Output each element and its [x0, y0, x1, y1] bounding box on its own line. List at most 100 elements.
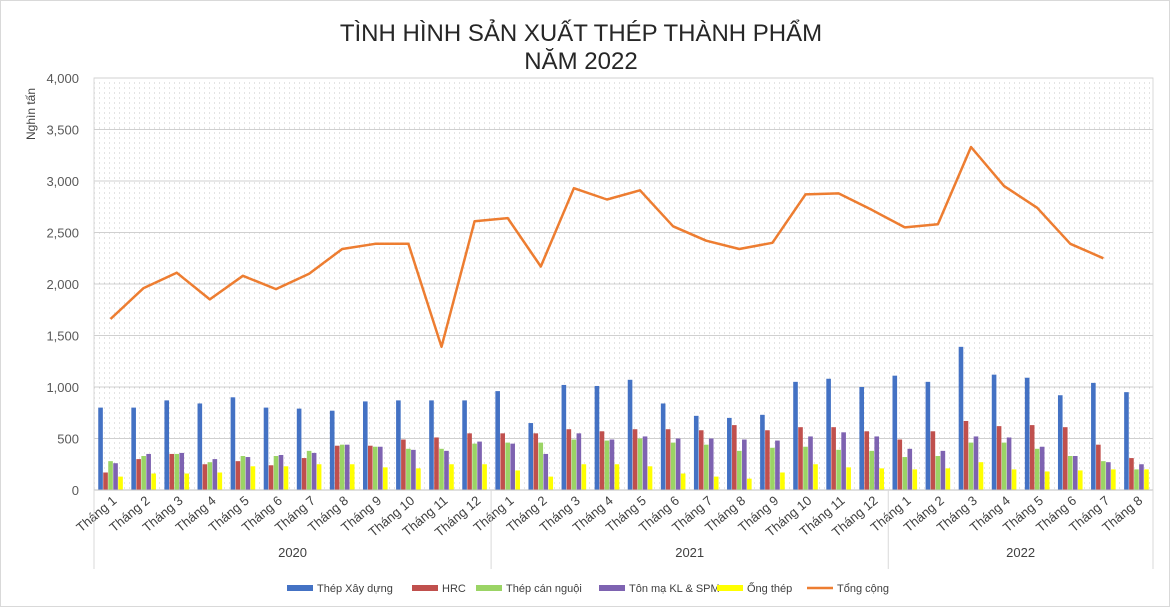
bar	[892, 375, 898, 490]
bar	[1067, 456, 1073, 490]
chart-title: TÌNH HÌNH SẢN XUẤT THÉP THÀNH PHẨM	[340, 18, 822, 47]
bar	[599, 431, 605, 490]
bar	[396, 400, 401, 490]
bar	[477, 441, 482, 490]
bar	[925, 381, 931, 490]
legend-label: Thép Xây dựng	[317, 583, 393, 595]
bar	[780, 472, 785, 490]
bar	[296, 408, 302, 490]
bar	[515, 470, 520, 490]
bar	[836, 449, 841, 490]
bar	[614, 464, 620, 490]
bar	[826, 378, 831, 490]
legend: Thép Xây dựng HRC Thép cán nguội Tôn mạ KL …	[287, 581, 889, 595]
bar	[538, 442, 544, 490]
bar	[632, 429, 638, 490]
legend-label: Thép cán nguội	[506, 583, 582, 595]
bar	[230, 397, 236, 490]
bar	[1044, 471, 1050, 490]
bar	[500, 433, 505, 490]
y-axis-label: Nghìn tấn	[24, 88, 38, 140]
y-tick-label: 4,000	[46, 71, 79, 86]
bar	[732, 425, 737, 490]
bar	[693, 415, 699, 490]
bar	[879, 468, 885, 490]
bar	[808, 436, 813, 490]
bar	[1057, 395, 1063, 490]
bar	[429, 400, 434, 490]
bar	[963, 420, 969, 490]
bar	[349, 464, 355, 490]
y-tick-label: 2,500	[46, 226, 79, 241]
legend-swatch	[476, 585, 502, 591]
bar	[813, 464, 818, 490]
bar	[594, 385, 600, 490]
bar	[103, 472, 108, 490]
bar	[841, 432, 846, 490]
chart-subtitle: NĂM 2022	[524, 48, 637, 75]
bar	[1101, 461, 1106, 490]
legend-label: HRC	[442, 583, 466, 595]
bar	[278, 454, 284, 490]
bar	[268, 465, 274, 490]
bar	[449, 464, 454, 490]
bar	[136, 459, 141, 490]
bar	[212, 459, 218, 490]
bar	[1006, 437, 1012, 490]
bar	[897, 439, 903, 490]
bar	[770, 447, 775, 490]
bar	[581, 464, 587, 490]
bar	[1039, 446, 1045, 490]
bar	[377, 446, 383, 490]
bar	[907, 448, 913, 490]
y-tick-label: 2,000	[46, 277, 79, 292]
bar	[561, 384, 567, 490]
bar	[968, 442, 974, 490]
legend-label: Tôn mạ KL & SPM	[629, 583, 720, 595]
bar	[864, 431, 870, 490]
bar	[146, 453, 151, 490]
bar	[141, 456, 146, 490]
bar	[207, 462, 213, 490]
bar	[935, 456, 941, 490]
bar	[367, 445, 373, 490]
bar	[609, 439, 615, 490]
y-tick-label: 3,000	[46, 174, 79, 189]
bar	[1111, 469, 1116, 490]
bar	[273, 456, 279, 490]
y-tick-label: 0	[72, 483, 79, 498]
bar-marks	[98, 346, 1149, 490]
bar	[747, 478, 752, 490]
bar	[775, 440, 780, 490]
bar	[637, 438, 643, 490]
bar	[505, 442, 510, 490]
total-line-path	[109, 145, 1104, 349]
bar	[859, 387, 865, 490]
bar	[439, 448, 444, 490]
bar	[945, 468, 951, 490]
bar	[533, 433, 539, 490]
group-label: 2020	[278, 545, 307, 560]
bar	[1062, 427, 1068, 490]
bar	[660, 403, 666, 490]
bar	[444, 450, 449, 490]
bar	[250, 466, 256, 490]
bar	[1134, 469, 1139, 490]
bar	[118, 476, 123, 490]
bar	[334, 445, 340, 490]
bar	[245, 457, 251, 490]
bar	[576, 433, 582, 490]
bar	[472, 443, 477, 490]
bar	[642, 436, 648, 490]
bar	[647, 466, 653, 490]
bar	[202, 464, 208, 490]
bar	[382, 467, 388, 490]
bar	[263, 407, 269, 490]
legend-swatch	[599, 585, 625, 591]
bar	[680, 473, 686, 490]
bar	[98, 407, 103, 490]
bar	[401, 439, 406, 490]
bar	[708, 438, 714, 490]
